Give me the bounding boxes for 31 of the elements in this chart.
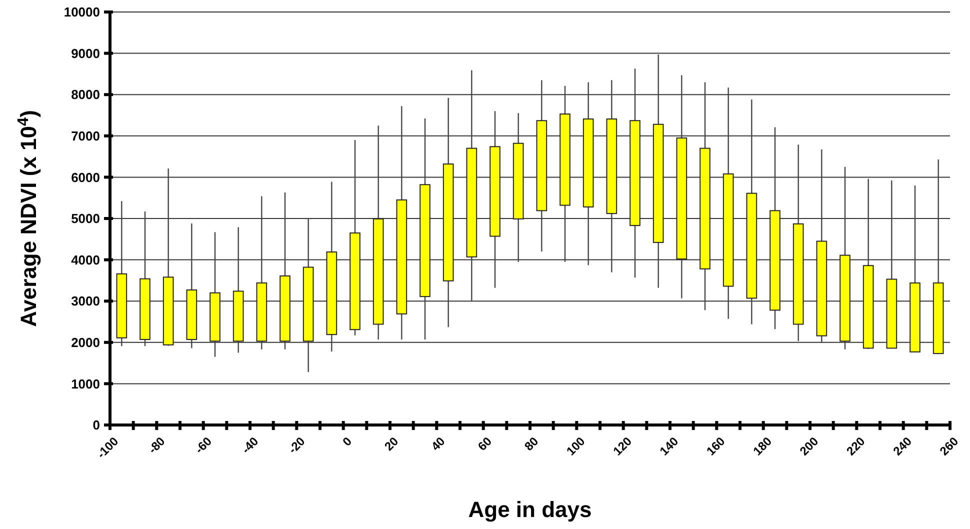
x-axis-title: Age in days: [468, 497, 592, 522]
x-tick-label: 0: [340, 434, 355, 449]
x-tick-label: 200: [797, 434, 822, 458]
y-tick-label: 4000: [71, 252, 100, 268]
y-tick-label: 1000: [71, 376, 100, 392]
x-tick-label: 120: [610, 434, 635, 458]
x-tick-label: 240: [890, 434, 915, 458]
x-tick-label: -20: [286, 434, 308, 456]
x-tick-label: -40: [238, 434, 262, 456]
y-tick-label: 0: [92, 418, 100, 433]
y-tick-label: 3000: [71, 294, 100, 309]
x-tick-label: 20: [382, 434, 402, 454]
y-tick-label: 8000: [71, 87, 100, 102]
x-tick-label: 80: [522, 434, 542, 454]
y-tick-label: 10000: [64, 4, 100, 20]
x-tick-label: 260: [937, 434, 962, 458]
x-tick-label: 40: [428, 434, 448, 454]
x-tick-label: 100: [564, 434, 588, 458]
x-tick-label: -100: [94, 434, 122, 462]
x-tick-label: 60: [475, 434, 495, 454]
x-tick-label: 140: [657, 434, 682, 458]
y-tick-label: 7000: [71, 128, 100, 144]
y-tick-label: 2000: [71, 334, 100, 350]
x-tick-label: -80: [146, 434, 168, 456]
x-tick-label: 160: [704, 434, 728, 458]
x-tick-label: 180: [750, 434, 775, 458]
y-tick-label: 5000: [71, 211, 100, 226]
y-tick-label: 6000: [71, 170, 100, 185]
x-tick-label: 220: [844, 434, 868, 458]
y-tick-label: 9000: [71, 46, 100, 61]
x-tick-label: -60: [192, 434, 215, 456]
